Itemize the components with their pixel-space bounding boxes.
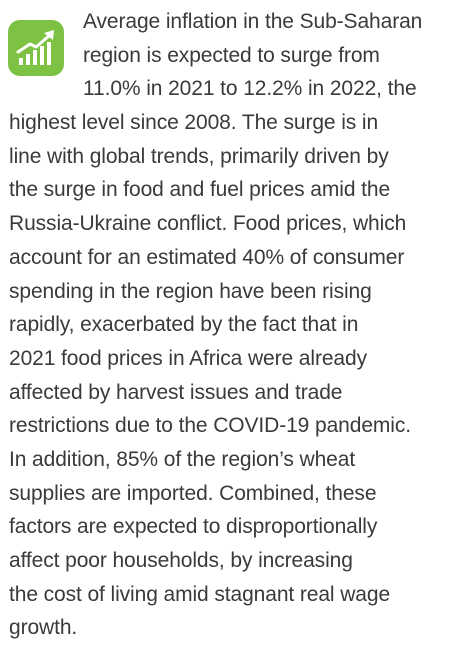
text-line: Average inflation in the Sub-Saharan [83,10,423,33]
text-line: spending in the region have been rising [9,279,372,303]
text-line: In addition, 85% of the region’s wheat [9,447,356,471]
text-line: factors are expected to disproportionall… [9,515,378,539]
text-line: affected by harvest issues and trade [9,380,343,404]
text-line: region is expected to surge from [83,43,380,67]
text-line: highest level since 2008. The surge is i… [9,111,379,135]
text-line: rapidly, exacerbated by the fact that in [9,313,359,337]
text-line: 11.0% in 2021 to 12.2% in 2022, the [83,77,417,101]
text-line: affect poor households, by increasing [9,549,353,572]
text-line: line with global trends, primarily drive… [9,144,389,168]
text-line: Russia-Ukraine conflict. Food prices, wh… [9,212,407,236]
text-line: the cost of living amid stagnant real wa… [9,582,391,606]
text-line: restrictions due to the COVID-19 pandemi… [9,414,411,438]
text-line: supplies are imported. Combined, these [9,481,377,505]
text-line: growth. [9,616,78,640]
page: Average inflation in the Sub-Saharan regi… [8,10,422,639]
paragraph: Average inflation in the Sub-Saharan regi… [0,5,452,645]
growth-icon [8,20,64,76]
text-line: 2021 food prices in Africa were already [9,346,367,370]
text-line: account for an estimated 40% of consumer [9,245,405,269]
text-line: the surge in food and fuel prices amid t… [9,178,391,202]
